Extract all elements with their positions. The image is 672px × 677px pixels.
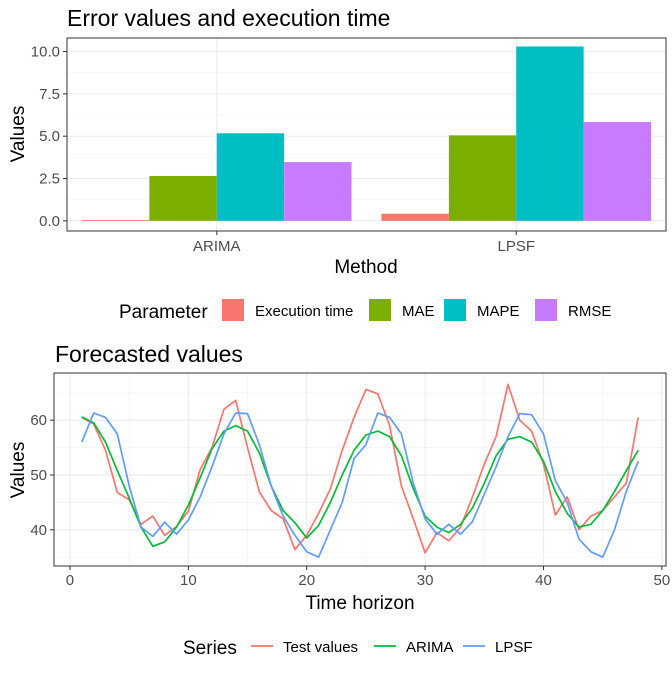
y-tick-label: 2.5 [39,171,60,188]
series-line-test-values [81,383,640,554]
y-tick-label: 50 [30,467,47,484]
bar-chart-x-ticks: ARIMA LPSF [193,231,535,255]
legend-key-execution-time [222,299,244,321]
x-tick-label: LPSF [497,238,535,255]
legend-label-arima: ARIMA [406,639,454,656]
legend-label-execution-time: Execution time [255,303,353,320]
bar-chart-y-ticks: 0.0 2.5 5.0 7.5 10.0 [31,44,67,230]
y-tick-label: 0.0 [39,213,60,230]
bar-chart: Error values and execution time 0.0 2.5 5.… [8,5,667,323]
x-tick-label: 20 [298,572,315,589]
line-chart-series [81,383,640,559]
bar-arima-mae [149,175,217,221]
legend-label-rmse: RMSE [568,303,611,320]
legend-key-mae [369,299,391,321]
legend-label-test-values: Test values [283,639,358,656]
y-tick-label: 5.0 [39,128,60,145]
line-chart-x-axis-title: Time horizon [305,593,414,614]
y-tick-label: 40 [30,522,47,539]
x-tick-label: ARIMA [193,238,241,255]
line-chart: Forecasted values 40 50 60 0 10 20 30 40 50 Tim… [8,341,670,659]
bar-chart-legend: Parameter Execution time MAE MAPE RMSE [119,299,611,323]
line-chart-title: Forecasted values [55,341,243,367]
legend-key-rmse [535,299,557,321]
x-tick-label: 10 [180,572,197,589]
bar-chart-y-axis-title: Values [8,106,29,163]
bar-arima-execution-time [81,219,150,221]
legend-label-lpsf: LPSF [495,639,533,656]
line-chart-y-axis-title: Values [8,442,29,499]
bar-lpsf-mape [516,46,584,221]
bar-chart-bars [81,46,652,221]
line-chart-panel-border [53,372,667,567]
y-tick-label: 10.0 [31,44,60,61]
bar-legend-title: Parameter [119,302,208,323]
legend-label-mape: MAPE [477,303,520,320]
bar-chart-panel-border [66,37,667,232]
bar-arima-mape [216,133,285,221]
x-tick-label: 40 [535,572,552,589]
bar-chart-title: Error values and execution time [67,5,390,31]
y-tick-label: 60 [30,412,47,429]
x-tick-label: 0 [66,572,74,589]
bar-chart-x-axis-title: Method [334,257,397,278]
series-line-arima [81,416,639,548]
x-tick-label: 50 [654,572,671,589]
bar-arima-rmse [284,162,352,221]
line-chart-y-ticks: 40 50 60 [30,412,54,539]
legend-label-mae: MAE [402,303,435,320]
line-legend-title: Series [183,638,237,659]
bar-lpsf-execution-time [381,213,449,221]
bar-lpsf-rmse [583,121,652,221]
y-tick-label: 7.5 [39,86,60,103]
line-chart-x-ticks: 0 10 20 30 40 50 [66,566,670,589]
legend-key-mape [444,299,466,321]
line-chart-legend: Series Test values ARIMA LPSF [183,638,533,659]
series-line-lpsf [81,412,639,559]
bar-lpsf-mae [448,135,517,221]
x-tick-label: 30 [417,572,434,589]
